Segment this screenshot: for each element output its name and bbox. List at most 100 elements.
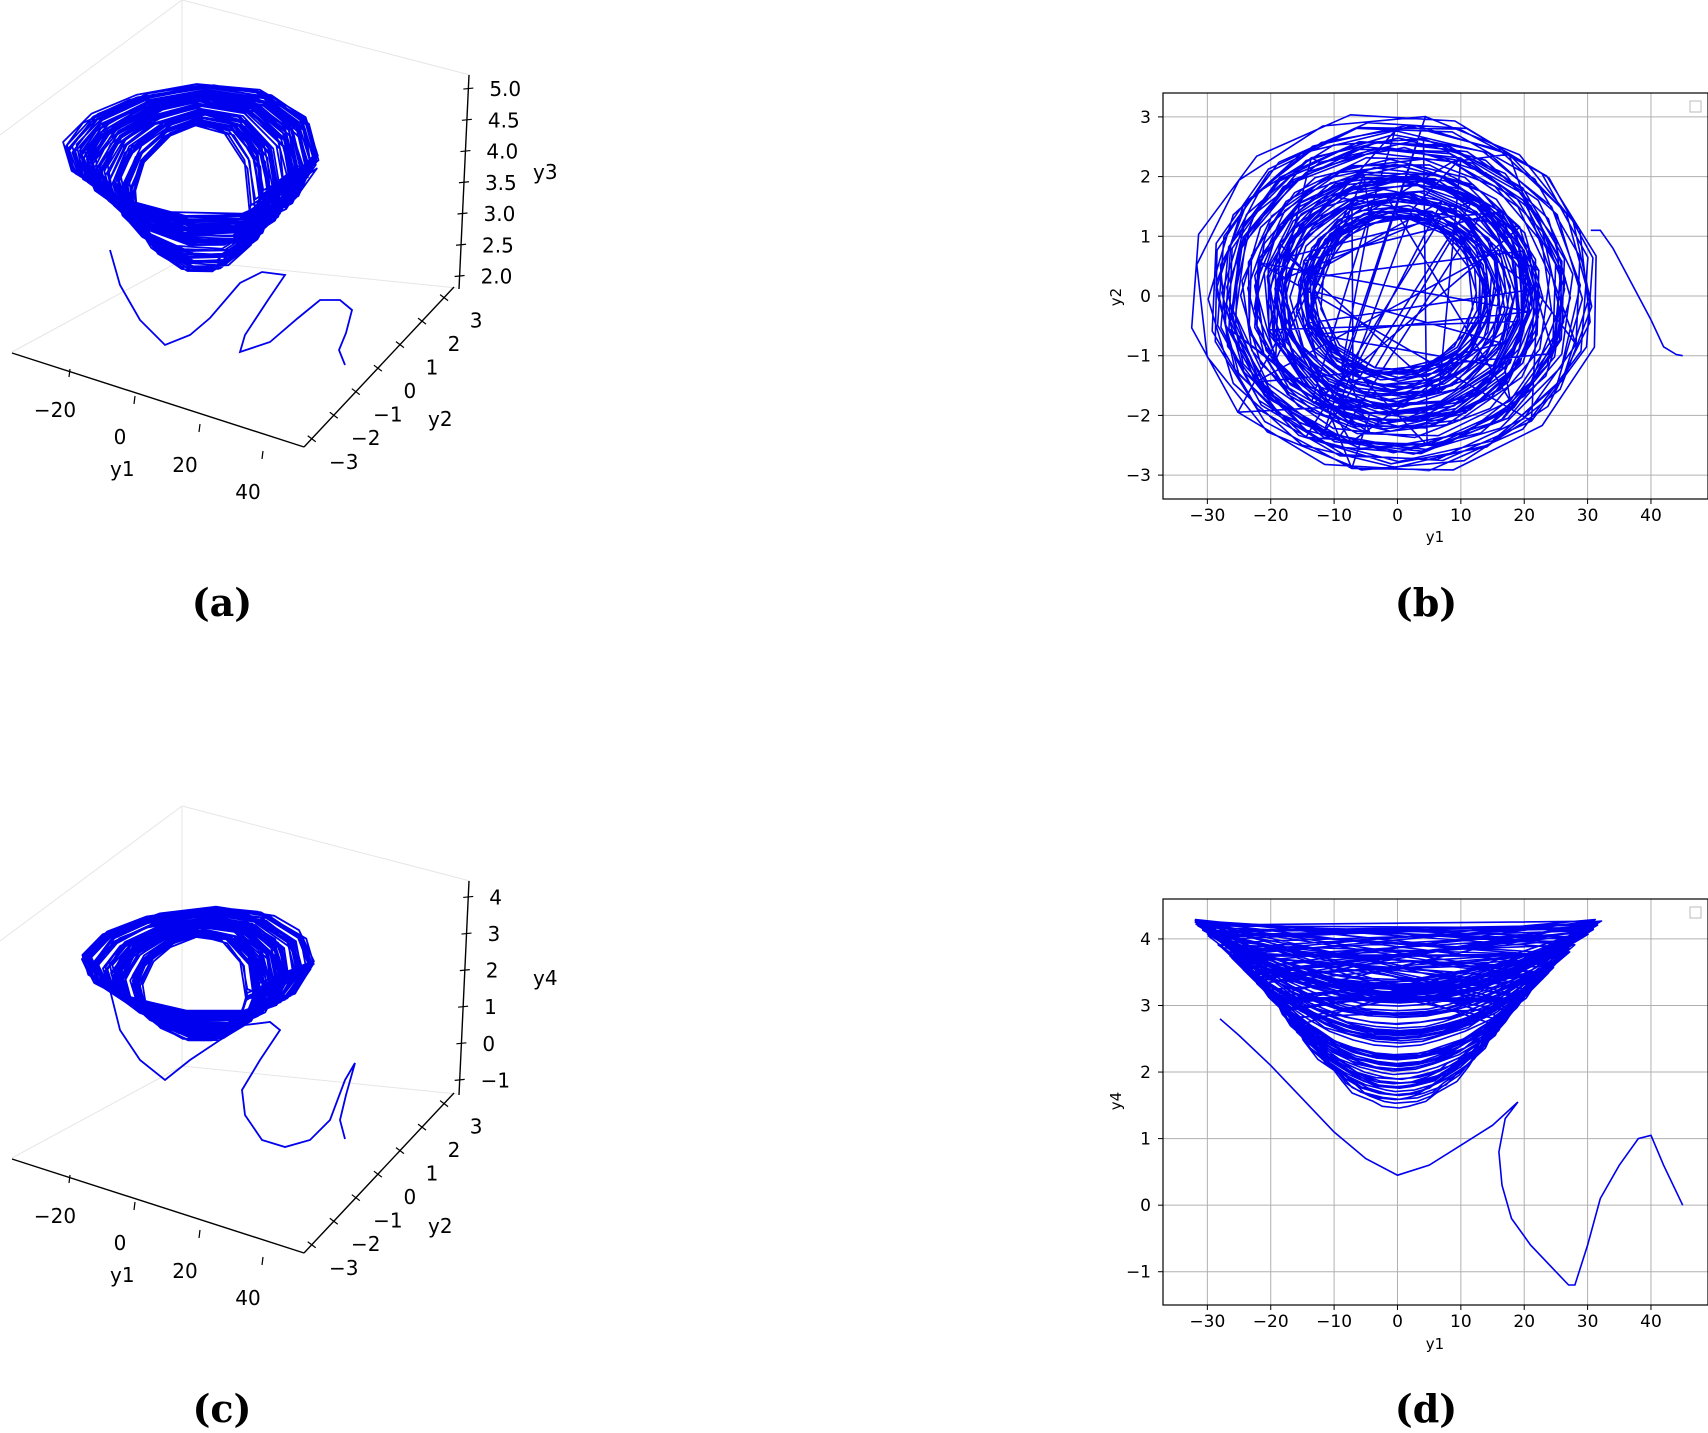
panel-c-zlabel: y4: [533, 966, 558, 990]
y-tick-label: 1: [1140, 227, 1151, 247]
y-tick-label: 1: [426, 356, 439, 380]
x-tick-label: −20: [1253, 1312, 1289, 1332]
x-tick-label: 20: [1513, 506, 1535, 526]
panel-d-xlabel: y1: [1426, 1335, 1444, 1353]
x-tick-label: 0: [114, 1231, 127, 1255]
y-tick: [395, 1147, 405, 1155]
y-tick: [351, 1194, 361, 1202]
y-tick: [439, 1100, 449, 1108]
z-tick: [456, 1042, 467, 1045]
y-tick-label: 4: [1140, 930, 1151, 950]
panel-c-caption: (c): [192, 1386, 251, 1431]
x-tick: [68, 368, 71, 378]
z-tick-label: 3.0: [484, 202, 516, 226]
pane-edge: [181, 0, 471, 76]
x-tick-label: −20: [34, 1204, 76, 1228]
x-tick-label: −30: [1189, 506, 1225, 526]
panel-d-caption: (d): [1395, 1386, 1458, 1431]
y-tick: [329, 1217, 339, 1225]
y-tick-label: −2: [351, 426, 380, 450]
z-tick: [460, 149, 471, 153]
y-tick-label: 3: [470, 1115, 483, 1139]
x-tick: [198, 1229, 201, 1239]
transient-line: [1219, 1018, 1684, 1286]
panel-c-xlabel: y1: [110, 1263, 135, 1287]
z-tick-label: 4: [489, 885, 502, 909]
y-tick-label: 3: [1140, 108, 1151, 128]
y-tick-label: −2: [1126, 406, 1151, 426]
pane-edge: [0, 0, 183, 136]
z-tick: [461, 118, 472, 121]
panel-a-3d-plot: y1 y2 y3 (a) −2002040−3−2−101232.02.53.0…: [0, 0, 558, 625]
attractor-line: [1194, 918, 1603, 1109]
panel-d-ylabel: y4: [1107, 1092, 1125, 1110]
y-tick: [373, 364, 383, 372]
y-tick-label: 2: [1140, 168, 1151, 188]
panel-a-zlabel: y3: [533, 160, 558, 184]
x-tick-label: 20: [172, 1259, 197, 1283]
pane-edge: [11, 259, 183, 353]
z-tick-label: 3.5: [485, 171, 517, 195]
y-tick-label: 0: [1140, 287, 1151, 307]
y-tick-label: 0: [404, 1185, 417, 1209]
z-tick: [458, 1005, 469, 1008]
z-tick: [457, 212, 468, 215]
panel-a-ylabel: y2: [428, 407, 453, 431]
z-tick: [455, 243, 467, 246]
y-tick: [439, 294, 449, 302]
panel-b-caption: (b): [1395, 580, 1458, 625]
legend-box: [1689, 100, 1702, 113]
z-tick-label: 2.5: [482, 233, 514, 257]
panel-b-xlabel: y1: [1426, 528, 1444, 546]
pane-edge: [181, 1065, 458, 1095]
y-tick-label: 2: [1140, 1063, 1151, 1083]
y-tick: [351, 388, 361, 396]
y-axis-line: [303, 286, 455, 448]
z-tick: [463, 87, 474, 90]
pane-edge: [181, 805, 471, 882]
y-tick-label: 3: [1140, 996, 1151, 1016]
y-tick-label: −1: [1126, 1263, 1151, 1283]
x-tick: [261, 450, 264, 460]
y-tick-label: −3: [1126, 466, 1151, 486]
x-tick-label: 0: [1392, 506, 1403, 526]
y-tick-label: 2: [448, 332, 461, 356]
y-tick: [395, 341, 405, 349]
plot-frame: [1162, 898, 1708, 1306]
panel-a-xlabel: y1: [110, 457, 135, 481]
pane-edge: [0, 805, 183, 942]
y-tick-label: 2: [448, 1138, 461, 1162]
legend-box: [1689, 906, 1702, 919]
z-tick: [454, 274, 465, 278]
x-tick: [68, 1174, 71, 1184]
x-tick-label: −20: [34, 398, 76, 422]
x-tick-label: −10: [1316, 1312, 1352, 1332]
panel-c-ylabel: y2: [428, 1214, 453, 1238]
x-tick-label: 20: [172, 453, 197, 477]
z-tick-label: 4.0: [486, 140, 518, 164]
x-tick-label: 30: [1577, 1312, 1599, 1332]
x-tick-label: −10: [1316, 506, 1352, 526]
attractor-line: [81, 905, 315, 1042]
z-tick-label: 3: [488, 922, 501, 946]
y-tick-label: −3: [329, 1256, 358, 1280]
x-tick-label: 10: [1450, 506, 1472, 526]
x-tick-label: 10: [1450, 1312, 1472, 1332]
z-tick-label: 2: [486, 959, 499, 983]
x-tick-label: 40: [235, 1286, 260, 1310]
x-axis-line: [11, 352, 305, 448]
z-tick: [459, 969, 470, 972]
y-tick-label: 0: [1140, 1196, 1151, 1216]
y-tick-label: −1: [1126, 347, 1151, 367]
x-tick: [133, 395, 136, 405]
z-tick-label: 2.0: [481, 265, 513, 289]
y-tick: [417, 317, 427, 325]
x-tick: [261, 1256, 264, 1266]
x-tick: [133, 1201, 136, 1211]
x-axis-line: [11, 1158, 305, 1254]
z-tick: [461, 932, 472, 935]
panel-b-ylabel: y2: [1107, 288, 1125, 306]
